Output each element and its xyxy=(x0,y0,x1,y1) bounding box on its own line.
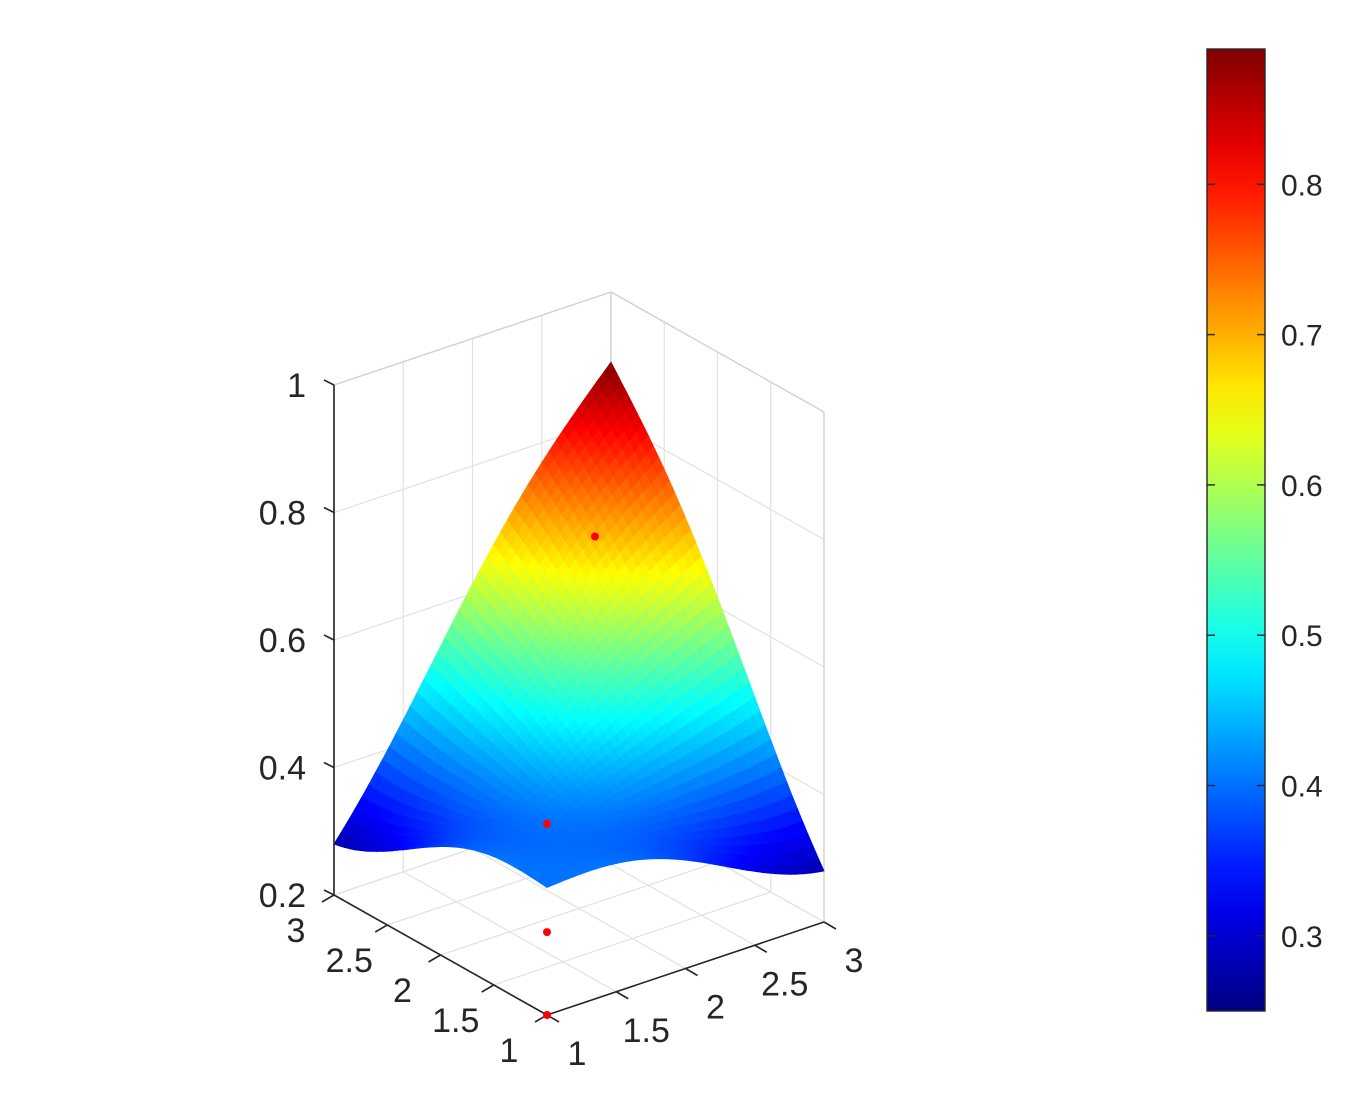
colorbar-tick-label: 0.7 xyxy=(1281,320,1323,353)
colorbar-tick-label: 0.6 xyxy=(1281,470,1323,503)
y-tick-label: 3 xyxy=(287,912,306,950)
y-tick xyxy=(321,894,335,903)
y-tick xyxy=(374,924,388,933)
colorbar-gradient xyxy=(1206,48,1266,1012)
y-tick-label: 1 xyxy=(500,1032,519,1070)
y-tick-label: 1.5 xyxy=(432,1002,479,1040)
z-tick xyxy=(323,506,335,514)
x-tick-label: 3 xyxy=(845,942,864,980)
z-tick xyxy=(323,889,335,896)
data-point xyxy=(543,1011,551,1019)
box-edge xyxy=(610,291,825,413)
floor-gridline-y xyxy=(493,891,771,986)
colorbar-tick-label: 0.4 xyxy=(1281,771,1323,804)
colorbar-tick-label: 0.3 xyxy=(1281,921,1323,954)
x-tick-label: 1.5 xyxy=(623,1012,670,1050)
z-tick-label: 0.8 xyxy=(259,495,306,533)
x-tick-label: 2.5 xyxy=(761,965,808,1003)
colorbar-tick-label: 0.5 xyxy=(1281,620,1323,653)
y-tick xyxy=(428,954,441,963)
surface-patch xyxy=(540,880,555,888)
data-point xyxy=(543,928,551,937)
z-tick xyxy=(323,761,335,769)
y-tick-label: 2 xyxy=(393,972,412,1010)
y-tick-label: 2.5 xyxy=(326,942,373,980)
data-point xyxy=(591,532,599,541)
colorbar: 0.3 0.4 0.5 0.6 0.7 0.8 xyxy=(1206,48,1323,1012)
z-tick-label: 1 xyxy=(287,367,306,405)
z-tick-label: 0.2 xyxy=(259,877,306,915)
x-tick-label: 1 xyxy=(568,1035,587,1073)
z-tick-label: 0.6 xyxy=(259,622,306,660)
floor-gridline-y xyxy=(440,861,718,956)
surface-layer xyxy=(333,361,825,888)
box-edge xyxy=(333,291,612,386)
point-layer xyxy=(543,532,599,1019)
colorbar-tick-label: 0.8 xyxy=(1281,169,1323,202)
x-tick-label: 2 xyxy=(706,989,725,1027)
data-point xyxy=(543,819,551,828)
x-tick xyxy=(615,991,629,1000)
z-tick xyxy=(323,634,335,641)
z-tick-label: 0.4 xyxy=(259,750,306,788)
x-tick xyxy=(685,967,698,977)
x-tick xyxy=(754,944,768,953)
z-tick xyxy=(323,379,335,386)
y-tick xyxy=(481,984,495,993)
x-tick xyxy=(823,921,837,930)
